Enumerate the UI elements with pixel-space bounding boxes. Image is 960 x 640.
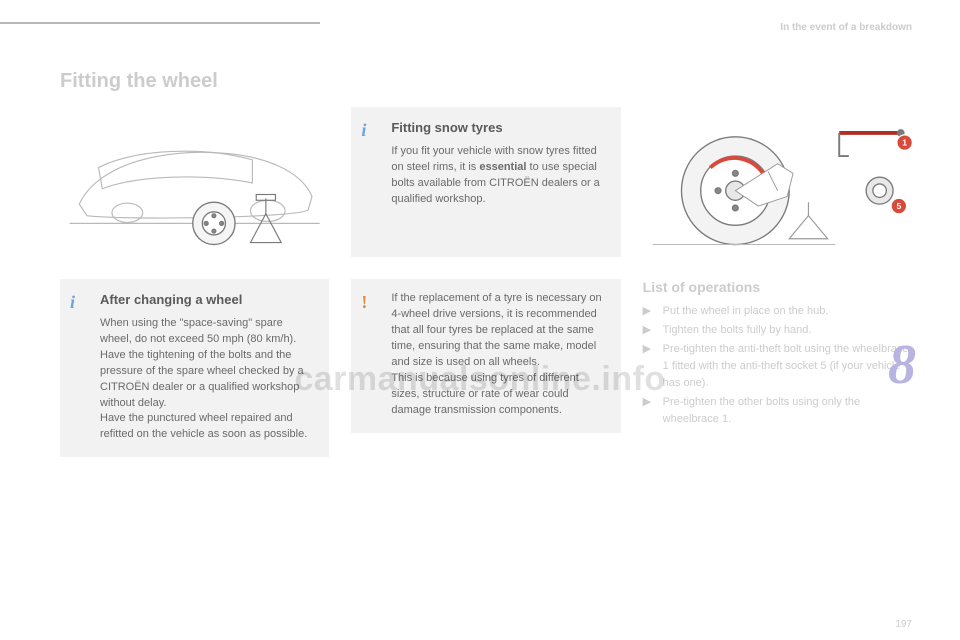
info-icon: i	[361, 117, 366, 143]
page-number: 197	[895, 619, 912, 630]
car-rear-illustration	[60, 107, 329, 257]
4wd-warning-box: ! If the replacement of a tyre is necess…	[351, 279, 620, 433]
4wd-warning-body: If the replacement of a tyre is necessar…	[391, 291, 606, 419]
columns: i After changing a wheel When using the …	[60, 107, 912, 457]
after-changing-title: After changing a wheel	[100, 291, 315, 310]
section-number: 8	[888, 333, 916, 397]
column-2: i Fitting snow tyres If you fit your veh…	[351, 107, 620, 457]
page-content: Fitting the wheel	[60, 70, 912, 620]
info-icon: i	[70, 289, 75, 315]
top-rule	[0, 22, 320, 24]
list-item: ▶Pre-tighten the other bolts using only …	[643, 394, 912, 428]
operations-list: ▶ Put the wheel in place on the hub. ▶ Tig…	[643, 303, 912, 428]
wheel-fitting-illustration: 1 5	[643, 107, 912, 257]
list-item: ▶ Tighten the bolts fully by hand.	[643, 322, 912, 339]
header-section: In the event of a breakdown	[780, 22, 912, 33]
op-text: Tighten the bolts fully by hand.	[663, 322, 812, 339]
snow-body-bold: essential	[479, 161, 526, 173]
snow-tyres-box: i Fitting snow tyres If you fit your veh…	[351, 107, 620, 257]
snow-tyres-title: Fitting snow tyres	[391, 119, 606, 138]
after-changing-body: When using the "space-saving" spare whee…	[100, 316, 315, 444]
column-3: 1 5 List of operations ▶ Put the wheel in…	[643, 107, 912, 457]
bullet-icon: ▶	[643, 341, 655, 392]
op-text: Put the wheel in place on the hub.	[663, 303, 829, 320]
list-item: ▶ Put the wheel in place on the hub.	[643, 303, 912, 320]
bullet-icon: ▶	[643, 394, 655, 428]
label-1: 1	[902, 137, 907, 147]
list-item: ▶Pre-tighten the anti-theft bolt using t…	[643, 341, 912, 392]
after-changing-box: i After changing a wheel When using the …	[60, 279, 329, 457]
page-title: Fitting the wheel	[60, 70, 912, 93]
op-text: Pre-tighten the anti-theft bolt using th…	[663, 341, 912, 392]
operations-title: List of operations	[643, 279, 912, 295]
bullet-icon: ▶	[643, 322, 655, 339]
column-1: i After changing a wheel When using the …	[60, 107, 329, 457]
op-text: Pre-tighten the other bolts using only t…	[663, 394, 912, 428]
snow-tyres-body: If you fit your vehicle with snow tyres …	[391, 144, 606, 208]
bullet-icon: ▶	[643, 303, 655, 320]
warning-icon: !	[361, 289, 367, 315]
label-5: 5	[896, 201, 901, 211]
operations-block: List of operations ▶ Put the wheel in pla…	[643, 279, 912, 430]
